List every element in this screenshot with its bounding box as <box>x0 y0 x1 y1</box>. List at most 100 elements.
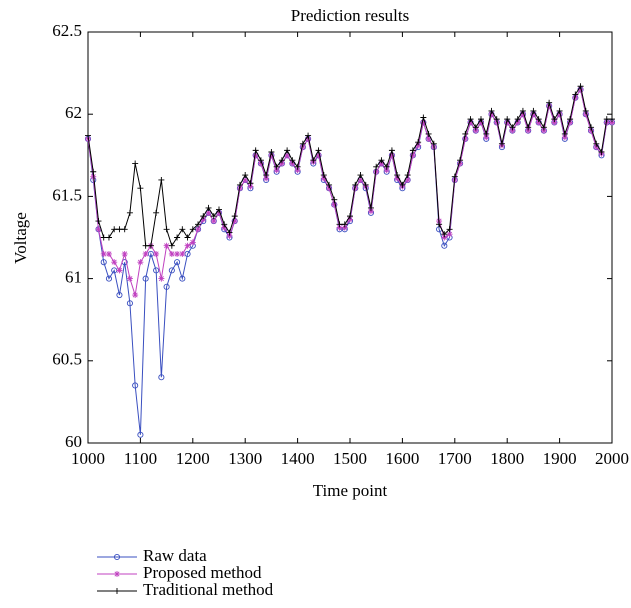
x-tick-label: 1200 <box>176 449 210 468</box>
marker <box>268 149 275 156</box>
marker <box>598 149 605 156</box>
marker <box>111 226 118 233</box>
marker <box>540 127 547 134</box>
marker <box>174 234 181 241</box>
marker <box>153 209 160 216</box>
marker <box>147 242 154 249</box>
marker <box>388 147 395 154</box>
marker <box>168 242 175 249</box>
marker <box>425 130 432 137</box>
marker <box>352 185 359 192</box>
marker <box>200 213 207 220</box>
marker <box>603 119 610 126</box>
marker <box>299 140 306 147</box>
marker <box>577 83 584 90</box>
marker <box>284 147 291 154</box>
y-tick-label: 61 <box>65 268 82 287</box>
marker <box>457 160 464 167</box>
marker <box>373 168 380 175</box>
marker <box>226 232 233 239</box>
marker <box>504 116 511 123</box>
marker <box>593 144 600 151</box>
marker <box>174 259 181 266</box>
marker <box>252 147 259 154</box>
marker <box>305 135 312 142</box>
marker <box>394 175 401 182</box>
marker <box>357 172 364 179</box>
marker <box>451 173 458 180</box>
marker <box>347 216 353 223</box>
marker <box>195 226 202 233</box>
marker <box>540 124 547 131</box>
marker <box>478 116 484 123</box>
marker <box>179 226 186 233</box>
marker <box>195 221 202 228</box>
marker <box>472 127 479 134</box>
marker <box>341 224 348 231</box>
marker <box>362 181 369 188</box>
marker <box>163 283 170 290</box>
marker <box>163 242 170 249</box>
marker <box>90 173 97 180</box>
marker <box>142 250 149 257</box>
y-tick-label: 62 <box>65 103 82 122</box>
marker <box>383 167 390 174</box>
marker <box>383 163 390 170</box>
marker <box>420 119 427 126</box>
marker <box>498 140 505 147</box>
marker <box>142 275 149 282</box>
marker <box>132 292 139 299</box>
marker <box>226 229 233 236</box>
marker <box>273 163 280 170</box>
x-tick-label: 1700 <box>438 449 472 468</box>
marker <box>378 160 385 167</box>
marker <box>95 226 102 233</box>
marker <box>409 152 416 159</box>
x-tick-label: 1600 <box>385 449 419 468</box>
marker <box>519 111 526 118</box>
x-tick-label: 1000 <box>71 449 105 468</box>
chart-title: Prediction results <box>291 6 410 25</box>
marker <box>315 147 322 154</box>
marker <box>284 152 291 159</box>
marker <box>446 226 453 233</box>
x-tick-label: 1900 <box>543 449 577 468</box>
marker <box>388 152 395 159</box>
marker <box>205 204 212 211</box>
marker <box>394 172 401 179</box>
marker <box>158 176 165 183</box>
series-line <box>87 88 612 435</box>
marker <box>514 116 521 123</box>
marker <box>268 152 275 159</box>
marker <box>572 91 579 98</box>
marker <box>378 157 385 164</box>
marker <box>441 234 448 241</box>
marker <box>263 175 270 182</box>
marker <box>257 160 264 167</box>
marker <box>210 218 217 225</box>
marker <box>336 221 343 228</box>
marker <box>216 209 222 216</box>
marker <box>504 119 511 126</box>
marker <box>352 181 359 188</box>
plot-frame <box>87 31 613 444</box>
marker <box>273 167 280 174</box>
marker <box>221 221 228 228</box>
x-tick-label: 1300 <box>228 449 262 468</box>
marker <box>519 107 526 114</box>
marker <box>525 124 532 131</box>
x-tick-label: 1800 <box>490 449 524 468</box>
marker <box>231 213 238 220</box>
marker <box>415 142 422 149</box>
marker <box>231 218 238 225</box>
marker <box>105 250 112 257</box>
marker <box>483 130 490 137</box>
marker <box>153 267 160 274</box>
marker <box>294 167 301 174</box>
marker <box>158 275 165 282</box>
marker <box>289 157 296 164</box>
marker <box>163 226 170 233</box>
marker <box>189 226 196 233</box>
legend-label: Proposed method <box>143 563 262 582</box>
